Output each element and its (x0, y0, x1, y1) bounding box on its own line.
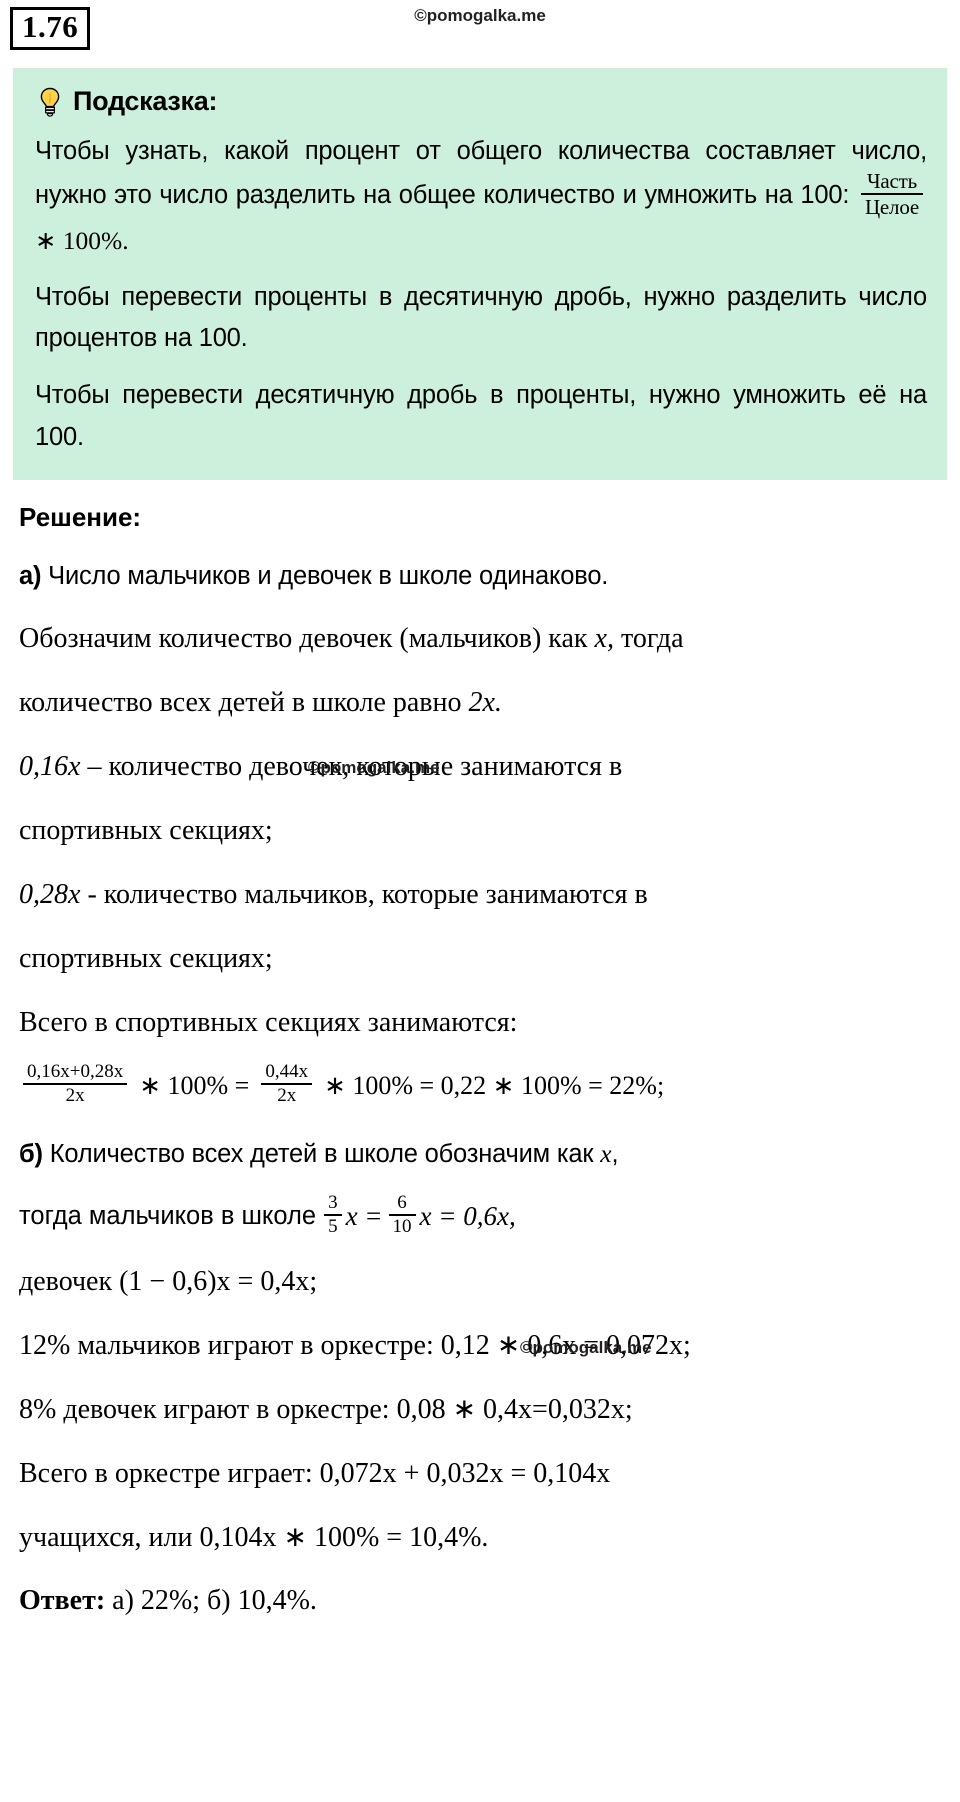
hint-title: Подсказка: (73, 86, 218, 116)
expression-016x: 0,16x (19, 751, 81, 783)
fraction-3-over-5: 3 5 (324, 1191, 342, 1237)
part-a-formula-op-2: ∗ 100% = 0,22 ∗ 100% = 22%; (324, 1071, 665, 1101)
part-b-line-1-end: , (611, 1140, 619, 1169)
part-a-line-4: 0,16x – количество девочек, которые зани… (19, 746, 947, 788)
hint-paragraph-1-text: Чтобы узнать, какой процент от общего ко… (35, 137, 927, 210)
fraction-numerator: 6 (397, 1191, 407, 1213)
part-b-line-6: Всего в оркестре играет: 0,072x + 0,032x… (19, 1457, 611, 1489)
part-b-line-1-text: Количество всех детей в школе обозначим … (49, 1140, 594, 1169)
fraction-denominator: 10 (392, 1215, 412, 1237)
hint-paragraph-3: Чтобы перевести десятичную дробь в проце… (35, 381, 927, 451)
part-a-line-1-text: Число мальчиков и девочек в школе одинак… (48, 561, 609, 590)
fraction-6-over-10: 6 10 (388, 1191, 416, 1237)
expression-2x: 2x. (468, 687, 502, 719)
part-a-line-3: количество всех детей в школе равно 2x. (19, 682, 947, 724)
part-a-line-3-text: количество всех детей в школе равно (19, 687, 462, 719)
part-b-line-4: 12% мальчиков играют в оркестре: 0,12 ∗ … (19, 1329, 691, 1361)
fraction-numerator: Часть (866, 169, 917, 194)
hint-paragraph-1-tail: ∗ 100%. (35, 226, 129, 256)
fraction-denominator: 2x (277, 1085, 297, 1107)
fraction-numerator: 0,44x (265, 1061, 309, 1083)
solution-section: Решение: а) Число мальчиков и девочек в … (0, 502, 960, 1617)
part-a-line-8: Всего в спортивных секциях занимаются: (19, 1007, 518, 1039)
part-b-label: б) (19, 1140, 43, 1169)
page-header: 1.76 ©pomogalka.me (0, 0, 960, 50)
answer-label: Ответ: (19, 1584, 106, 1616)
part-b-line-2: тогда мальчиков в школе 3 5 x = 6 10 x =… (19, 1191, 947, 1239)
fraction-denominator: 5 (328, 1215, 338, 1237)
fraction-denominator: 2x (65, 1085, 85, 1107)
part-b-line-1: б) Количество всех детей в школе обознач… (19, 1134, 947, 1175)
lightbulb-icon (37, 87, 63, 117)
answer-line: Ответ: а) 22%; б) 10,4%. (19, 1585, 947, 1617)
part-b-line-2-text: тогда мальчиков в школе (19, 1202, 317, 1231)
hint-header: Подсказка: (37, 86, 931, 117)
fraction-bar (261, 1083, 313, 1086)
part-b-line-5: 8% девочек играют в оркестре: 0,08 ∗ 0,4… (19, 1393, 633, 1425)
part-b-line-7: учащихся, или 0,104x ∗ 100% = 10,4%. (19, 1521, 489, 1553)
variable-x-b: x (600, 1139, 612, 1169)
part-a-line-2: Обозначим количество девочек (мальчиков)… (19, 618, 947, 660)
variable-x-a: x, (594, 623, 614, 655)
part-a-label: а) (19, 561, 42, 590)
part-a-line-2-text: Обозначим количество девочек (мальчиков)… (19, 623, 588, 655)
part-a-line-7: спортивных секциях; (19, 943, 273, 975)
fraction-denominator: Целое (864, 195, 919, 220)
hint-box: Подсказка: Чтобы узнать, какой процент о… (13, 68, 947, 480)
watermark-top: ©pomogalka.me (414, 6, 546, 25)
part-a-line-1: а) Число мальчиков и девочек в школе оди… (19, 557, 947, 597)
fraction-bar (860, 193, 923, 196)
part-a-line-2-tail: тогда (620, 623, 684, 655)
solution-heading: Решение: (19, 501, 142, 532)
fraction-numerator: 0,16x+0,28x (27, 1061, 124, 1083)
part-a-formula: 0,16x+0,28x 2x ∗ 100% = 0,44x 2x ∗ 100% … (19, 1061, 947, 1108)
part-b-line-2-end: x = 0,6x, (419, 1201, 516, 1232)
fraction-044x-over-2x: 0,44x 2x (261, 1061, 313, 1107)
part-a-line-4-text: – количество девочек, которые занимаются… (87, 751, 623, 783)
part-a-line-6: 0,28x - количество мальчиков, которые за… (19, 874, 947, 916)
part-a-line-5: спортивных секциях; (19, 815, 273, 847)
expression-028x: 0,28x (19, 879, 81, 911)
task-number-badge: 1.76 (10, 7, 91, 50)
fraction-bar (388, 1213, 416, 1216)
part-a-line-6-text: - количество мальчиков, которые занимают… (87, 879, 648, 911)
fraction-bar (324, 1213, 342, 1216)
part-a-formula-op-1: ∗ 100% = (139, 1071, 250, 1101)
answer-value: а) 22%; б) 10,4%. (112, 1584, 317, 1616)
fraction-numerator: 3 (328, 1191, 338, 1213)
part-b-line-2-mid: x = (345, 1201, 383, 1232)
fraction-part-over-whole: Часть Целое (860, 169, 923, 220)
part-b-line-3: девочек (1 − 0,6)x = 0,4x; (19, 1265, 318, 1297)
fraction-sum-over-2x: 0,16x+0,28x 2x (23, 1061, 128, 1107)
fraction-bar (23, 1083, 128, 1086)
hint-paragraph-2: Чтобы перевести проценты в десятичную др… (35, 282, 927, 352)
hint-paragraph-1: Чтобы узнать, какой процент от общего ко… (35, 131, 931, 263)
